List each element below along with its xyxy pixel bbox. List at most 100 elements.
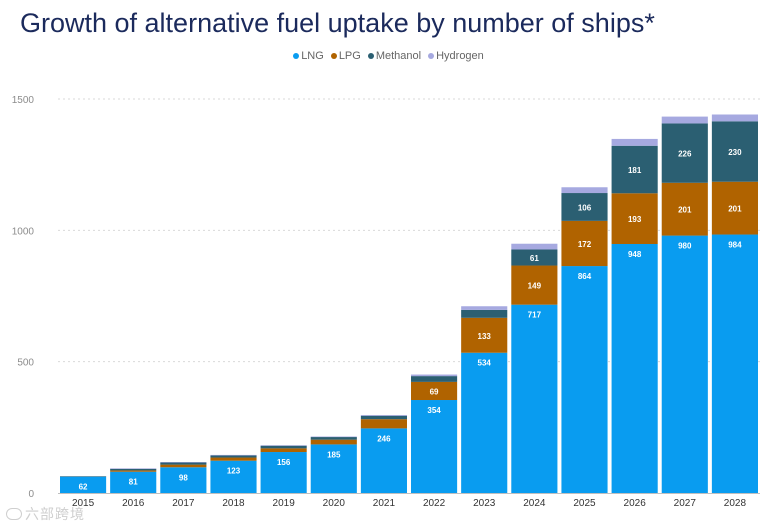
x-tick-label: 2021: [373, 498, 396, 509]
bar-segment-lpg[interactable]: [160, 464, 207, 468]
bar-segment-hydrogen[interactable]: [110, 468, 157, 469]
watermark-text: 六部跨境: [25, 506, 85, 522]
bar-segment-methanol[interactable]: [561, 193, 608, 221]
y-tick-label: 1000: [12, 226, 35, 237]
bar-segment-methanol[interactable]: [260, 445, 307, 449]
bar-segment-methanol[interactable]: [711, 121, 758, 182]
bar-segment-hydrogen[interactable]: [411, 374, 458, 377]
bar-segment-hydrogen[interactable]: [611, 138, 658, 146]
x-tick-label: 2025: [573, 498, 596, 509]
x-tick-label: 2024: [523, 498, 546, 509]
data-label: 98: [179, 473, 188, 482]
bar-segment-hydrogen[interactable]: [711, 114, 758, 122]
data-label: 181: [628, 166, 642, 175]
watermark: 六部跨境: [6, 504, 85, 524]
bar-segment-methanol[interactable]: [461, 309, 508, 318]
bar-segment-lng[interactable]: [310, 444, 357, 493]
legend-item-hydrogen[interactable]: Hydrogen: [428, 50, 484, 62]
bar-segment-hydrogen[interactable]: [461, 306, 508, 310]
bar-segment-lpg[interactable]: [110, 470, 157, 472]
bar-segment-lpg[interactable]: [711, 181, 758, 235]
data-label: 185: [327, 450, 341, 459]
data-label: 172: [578, 240, 592, 249]
bar-segment-methanol[interactable]: [511, 249, 558, 266]
bar-segment-lpg[interactable]: [611, 193, 658, 244]
data-label: 62: [79, 483, 88, 492]
data-label: 717: [528, 311, 542, 320]
bar-segment-lng[interactable]: [110, 471, 157, 493]
data-label: 201: [728, 205, 742, 214]
bar-segment-lng[interactable]: [661, 235, 708, 493]
bar-segment-hydrogen[interactable]: [260, 445, 307, 446]
legend-item-lng[interactable]: LNG: [293, 50, 324, 62]
x-tick-label: 2020: [323, 498, 346, 509]
x-tick-label: 2023: [473, 498, 496, 509]
bar-segment-lng[interactable]: [711, 234, 758, 493]
data-label: 201: [678, 206, 692, 215]
bar-segment-methanol[interactable]: [110, 468, 157, 471]
legend-label-hydrogen: Hydrogen: [436, 50, 484, 62]
bar-segment-lpg[interactable]: [260, 448, 307, 453]
data-label: 61: [530, 254, 539, 263]
data-label: 246: [377, 434, 391, 443]
bar-segment-lpg[interactable]: [210, 457, 257, 461]
bar-segment-hydrogen[interactable]: [360, 414, 407, 416]
bar-segment-methanol[interactable]: [210, 455, 257, 458]
bar-segment-lpg[interactable]: [511, 265, 558, 305]
bar-segment-methanol[interactable]: [411, 376, 458, 382]
data-label: 156: [277, 458, 291, 467]
x-tick-label: 2026: [624, 498, 647, 509]
bar-segment-lpg[interactable]: [411, 381, 458, 401]
lpg-legend-marker: [330, 53, 337, 59]
bar-segment-lpg[interactable]: [561, 220, 608, 267]
bar-segment-methanol[interactable]: [160, 462, 207, 465]
data-label: 149: [528, 282, 542, 291]
bar-segment-hydrogen[interactable]: [561, 187, 608, 194]
legend: LNG LPG Methanol Hydrogen: [0, 50, 777, 62]
data-label: 948: [628, 250, 642, 259]
bar-segment-lng[interactable]: [611, 243, 658, 493]
x-tick-label: 2027: [674, 498, 697, 509]
x-tick-label: 2016: [122, 498, 145, 509]
bar-segment-lng[interactable]: [260, 452, 307, 493]
bar-segment-hydrogen[interactable]: [160, 462, 207, 463]
bar-segment-lng[interactable]: [360, 428, 407, 493]
bar-segment-hydrogen[interactable]: [210, 454, 257, 456]
bar-segment-lng[interactable]: [461, 352, 508, 493]
bar-segment-lng[interactable]: [60, 476, 107, 493]
data-label: 226: [678, 150, 692, 159]
bar-segment-lng[interactable]: [511, 304, 558, 493]
bar-segment-lng[interactable]: [411, 400, 458, 493]
bar-segment-methanol[interactable]: [661, 123, 708, 183]
data-label: 864: [578, 272, 592, 281]
bar-segment-methanol[interactable]: [611, 145, 658, 194]
bar-segment-methanol[interactable]: [310, 437, 357, 440]
bar-segment-hydrogen[interactable]: [511, 243, 558, 250]
bar-segment-methanol[interactable]: [360, 415, 407, 420]
data-label: 69: [430, 387, 439, 396]
bar-segment-lng[interactable]: [160, 467, 207, 493]
bar-segment-hydrogen[interactable]: [661, 116, 708, 124]
bar-segment-lng[interactable]: [561, 266, 608, 493]
data-label: 984: [728, 241, 742, 250]
lng-legend-marker: [293, 53, 300, 59]
bar-segment-lpg[interactable]: [461, 317, 508, 353]
data-label: 534: [478, 359, 492, 368]
x-tick-label: 2022: [423, 498, 446, 509]
bar-segment-lng[interactable]: [210, 460, 257, 493]
legend-item-lpg[interactable]: LPG: [330, 50, 361, 62]
bar-segment-methanol[interactable]: [60, 476, 107, 477]
y-tick-label: 0: [28, 489, 34, 500]
x-tick-label: 2017: [172, 498, 195, 509]
hydrogen-legend-marker: [428, 53, 435, 59]
legend-item-methanol[interactable]: Methanol: [367, 50, 421, 62]
data-label: 980: [678, 242, 692, 251]
bar-segment-hydrogen[interactable]: [310, 436, 357, 438]
bar-segment-lpg[interactable]: [661, 182, 708, 236]
x-tick-label: 2028: [724, 498, 747, 509]
data-label: 133: [478, 332, 492, 341]
bar-segment-lpg[interactable]: [360, 419, 407, 429]
bar-segment-lpg[interactable]: [310, 439, 357, 445]
data-label: 81: [129, 478, 138, 487]
